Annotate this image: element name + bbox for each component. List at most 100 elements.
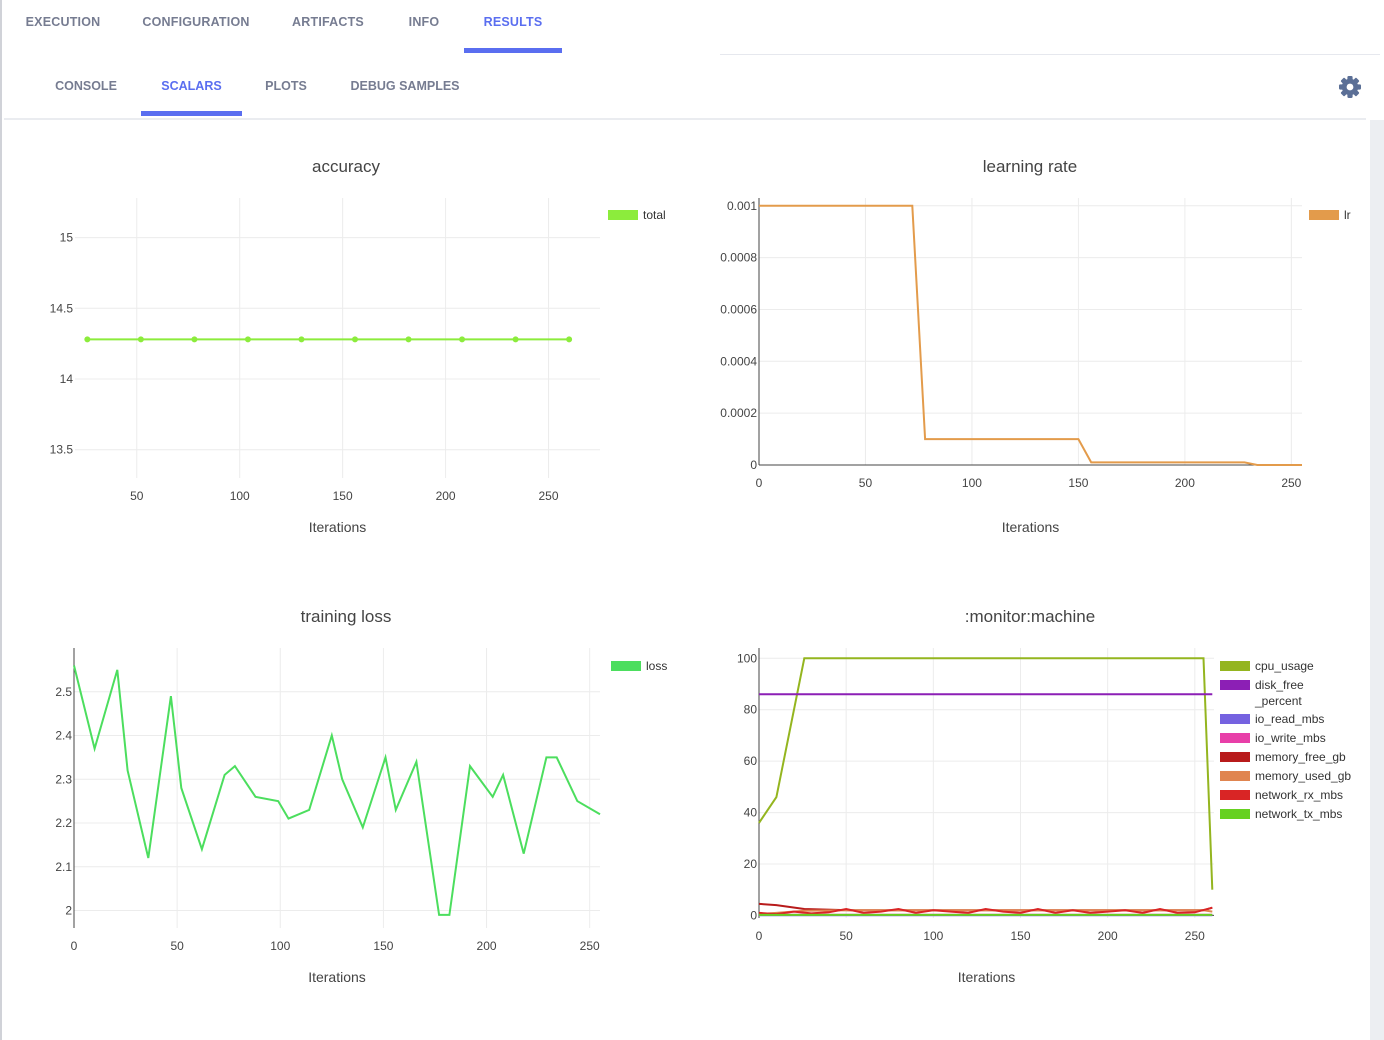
legend-swatch: [1220, 733, 1250, 743]
learning-rate-chart: learning rate 0 50 100 150 200 250 0 0.0002 0.000…: [720, 157, 1350, 535]
data-point: [84, 336, 91, 343]
legend-swatch: [608, 210, 638, 220]
x-axis-label: Iterations: [958, 969, 1016, 985]
y-tick-label: 0: [750, 908, 757, 922]
sub-tab-bar: CONSOLE SCALARS PLOTS DEBUG SAMPLES: [4, 54, 1380, 120]
legend-label: _percent: [1254, 694, 1302, 708]
y-tick-label: 0.0004: [720, 354, 757, 368]
legend-label: memory_used_gb: [1255, 769, 1351, 783]
x-tick-label: 50: [839, 929, 853, 943]
tab-plots[interactable]: PLOTS: [265, 79, 307, 93]
x-tick-label: 200: [1098, 929, 1118, 943]
data-point: [137, 336, 144, 343]
x-tick-label: 50: [170, 939, 184, 953]
monitor-machine-chart: :monitor:machine 0 50 100 150 200 250 0 20 40 60 80…: [737, 607, 1351, 985]
x-axis-label: Iterations: [309, 519, 367, 535]
y-tick-label: 2.5: [55, 685, 72, 699]
y-tick-label: 13.5: [50, 443, 74, 457]
legend-label: total: [643, 208, 666, 222]
y-tick-label: 2: [65, 904, 72, 918]
legend-label: io_write_mbs: [1255, 731, 1326, 745]
chart-title: training loss: [301, 607, 392, 626]
tab-console[interactable]: CONSOLE: [55, 79, 117, 93]
divider: [720, 54, 1380, 55]
y-tick-label: 60: [744, 754, 758, 768]
y-tick-label: 0.0002: [720, 406, 757, 420]
x-tick-label: 250: [1281, 476, 1301, 490]
active-tab-indicator: [464, 48, 562, 53]
series-line-loss: [73, 665, 601, 916]
x-tick-label: 100: [270, 939, 290, 953]
x-tick-label: 150: [373, 939, 393, 953]
x-tick-label: 150: [1010, 929, 1030, 943]
tab-results[interactable]: RESULTS: [483, 15, 543, 29]
legend-label: network_tx_mbs: [1255, 807, 1342, 821]
x-tick-label: 150: [1068, 476, 1088, 490]
x-axis-label: Iterations: [308, 969, 366, 985]
legend-swatch: [1220, 790, 1250, 800]
data-point: [298, 336, 305, 343]
y-tick-label: 0.001: [727, 199, 757, 213]
data-point: [244, 336, 251, 343]
y-tick-label: 2.4: [55, 729, 72, 743]
legend-label: disk_free: [1255, 678, 1304, 692]
y-tick-label: 15: [60, 231, 74, 245]
x-tick-label: 250: [580, 939, 600, 953]
tab-info[interactable]: INFO: [408, 15, 440, 29]
tab-scalars[interactable]: SCALARS: [161, 79, 222, 93]
x-tick-label: 200: [436, 489, 456, 503]
legend-swatch: [1220, 714, 1250, 724]
data-point: [459, 336, 466, 343]
accuracy-chart: accuracy 50 100 150 200 250 13.5 14 14.5 15 total I…: [50, 157, 666, 535]
tab-debug-samples[interactable]: DEBUG SAMPLES: [350, 79, 460, 93]
x-tick-label: 100: [962, 476, 982, 490]
legend-swatch: [1309, 210, 1339, 220]
chart-title: learning rate: [983, 157, 1078, 176]
y-tick-label: 0.0008: [720, 251, 757, 265]
gear-icon[interactable]: [1338, 75, 1362, 99]
legend-swatch: [1220, 752, 1250, 762]
x-tick-label: 200: [1175, 476, 1195, 490]
legend-label: memory_free_gb: [1255, 750, 1346, 764]
left-edge: [0, 0, 2, 1040]
y-tick-label: 20: [744, 857, 758, 871]
legend-swatch: [611, 661, 641, 671]
legend-swatch: [1220, 771, 1250, 781]
series-line-cpu_usage: [758, 657, 1214, 890]
y-tick-label: 100: [737, 651, 757, 665]
legend-label: network_rx_mbs: [1255, 788, 1343, 802]
data-point: [405, 336, 412, 343]
series-line-lr: [759, 204, 1302, 466]
chart-title: accuracy: [312, 157, 381, 176]
x-tick-label: 150: [333, 489, 353, 503]
legend-swatch: [1220, 809, 1250, 819]
y-tick-label: 0.0006: [720, 302, 757, 316]
x-tick-label: 250: [539, 489, 559, 503]
x-tick-label: 200: [477, 939, 497, 953]
x-tick-label: 0: [756, 476, 763, 490]
y-tick-label: 2.3: [55, 772, 72, 786]
tab-configuration[interactable]: CONFIGURATION: [142, 15, 250, 29]
data-point: [512, 336, 519, 343]
legend-label: loss: [646, 659, 667, 673]
scrollbar-track[interactable]: [1370, 120, 1384, 1040]
data-point: [191, 336, 198, 343]
legend-label: cpu_usage: [1255, 659, 1314, 673]
x-tick-label: 250: [1185, 929, 1205, 943]
y-tick-label: 2.2: [55, 816, 72, 830]
x-tick-label: 100: [923, 929, 943, 943]
legend-swatch: [1220, 680, 1250, 690]
x-axis-label: Iterations: [1002, 519, 1060, 535]
y-tick-label: 80: [744, 703, 758, 717]
series-line-network_rx_mbs: [758, 906, 1213, 916]
legend-swatch: [1220, 661, 1250, 671]
training-loss-chart: training loss 0 50 100 150 200 250 2 2.1 2.2 2.3 2.…: [55, 607, 667, 985]
y-tick-label: 0: [750, 458, 757, 472]
x-tick-label: 50: [130, 489, 144, 503]
y-tick-label: 14.5: [50, 301, 74, 315]
data-point: [566, 336, 573, 343]
y-tick-label: 14: [60, 372, 74, 386]
tab-artifacts[interactable]: ARTIFACTS: [292, 15, 364, 29]
x-tick-label: 0: [756, 929, 763, 943]
tab-execution[interactable]: EXECUTION: [25, 15, 101, 29]
